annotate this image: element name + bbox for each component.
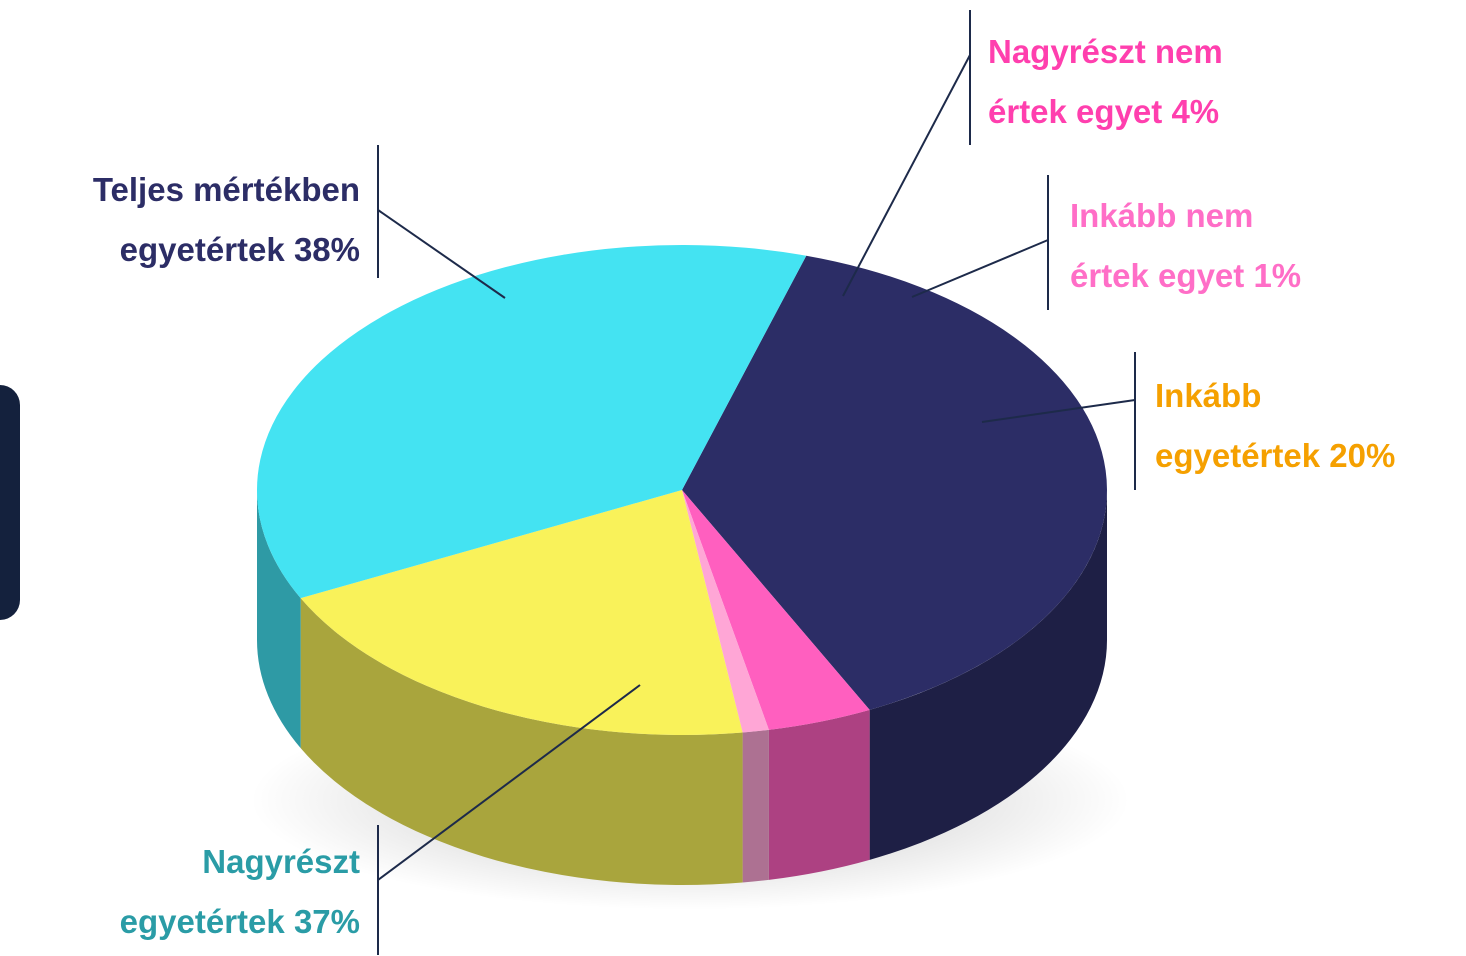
slice-label: Inkább nem értek egyet 1%	[1070, 186, 1332, 306]
pie-side	[300, 598, 743, 885]
pie-slice	[682, 490, 769, 733]
category-name: Inkább nem értek egyet	[1070, 197, 1254, 294]
value-label: 37%	[293, 903, 360, 940]
pie-side	[768, 709, 870, 880]
category-name: Teljes mértékben egyetértek	[92, 171, 360, 268]
slice-label: Teljes mértékben egyetértek 38%	[30, 160, 360, 280]
pie-slice	[682, 490, 870, 730]
category-name: Nagyrészt egyetértek	[119, 843, 360, 940]
category-name: Nagyrészt nem értek egyet	[988, 33, 1223, 130]
leaders	[377, 10, 1136, 955]
value-label: 4%	[1171, 93, 1220, 130]
slice-label: Nagyrészt egyetértek 37%	[40, 832, 360, 952]
value-label: 1%	[1253, 257, 1302, 294]
value-label: 38%	[293, 231, 360, 268]
side-panel	[0, 385, 20, 620]
pie-side	[869, 490, 1107, 860]
value-label: 20%	[1329, 437, 1396, 474]
pie-slice	[300, 490, 743, 735]
pie-side	[742, 729, 769, 883]
slice-label: Nagyrészt nem értek egyet 4%	[988, 22, 1288, 142]
pie-slice	[682, 255, 1107, 710]
pie-slice	[257, 244, 807, 599]
pie	[257, 244, 1107, 885]
category-name: Inkább egyetértek	[1155, 377, 1321, 474]
slice-label: Inkább egyetértek 20%	[1155, 366, 1435, 486]
pie-side	[257, 490, 301, 749]
